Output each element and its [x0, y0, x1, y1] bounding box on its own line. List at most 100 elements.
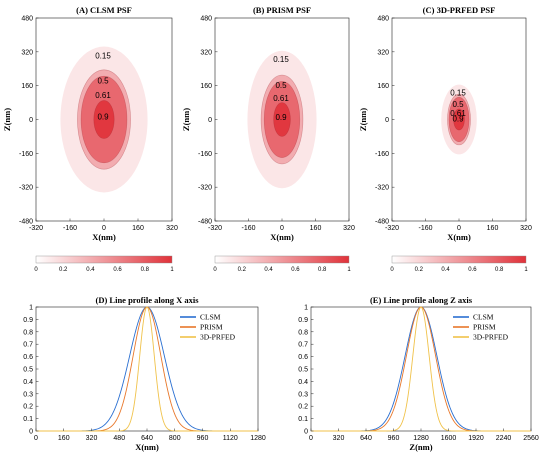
- y-axis-label: Z(nm): [2, 108, 12, 131]
- legend-label: PRISM: [200, 323, 223, 332]
- panel-title: (D) Line profile along X axis: [95, 295, 199, 305]
- x-axis-label: X(nm): [270, 232, 294, 242]
- y-tick-label: 160: [377, 83, 389, 90]
- y-tick-label: 1: [29, 305, 33, 312]
- contour-label: 0.15: [95, 51, 111, 60]
- colorbar-tick-label: 0.4: [264, 267, 273, 273]
- series-line-3d-prfed: [311, 306, 531, 432]
- x-tick-label: 640: [360, 435, 372, 442]
- psf-contour-0.9: [93, 100, 115, 139]
- contour-label: 0.5: [97, 77, 109, 86]
- y-axis-label: Z(nm): [358, 108, 368, 131]
- contour-label: 0.9: [452, 114, 464, 123]
- x-tick-label: 800: [169, 435, 181, 442]
- y-tick-label: 320: [200, 49, 212, 56]
- colorbar: [391, 255, 527, 264]
- x-tick-label: 0: [34, 435, 38, 442]
- y-tick-label: 160: [21, 83, 33, 90]
- x-tick-label: -160: [418, 225, 432, 232]
- colorbar-tick-label: 0.6: [291, 267, 300, 273]
- colorbar: [214, 255, 350, 264]
- x-axis-label: Z(nm): [409, 442, 432, 452]
- x-tick-label: 1280: [413, 435, 429, 442]
- colorbar-tick-label: 0.2: [59, 267, 68, 273]
- x-tick-label: -160: [241, 225, 255, 232]
- y-tick-label: 0.9: [298, 317, 308, 324]
- x-axis-label: X(nm): [447, 232, 471, 242]
- x-tick-label: 160: [58, 435, 70, 442]
- y-tick-label: 0: [208, 117, 212, 124]
- y-tick-label: 320: [21, 49, 33, 56]
- x-tick-label: 960: [388, 435, 400, 442]
- colorbar-tick-label: 0.4: [86, 267, 95, 273]
- plot-frame: [310, 306, 532, 432]
- x-axis-label: X(nm): [135, 442, 159, 452]
- x-tick-label: 1120: [223, 435, 238, 442]
- y-tick-label: -320: [198, 185, 212, 192]
- x-tick-label: 1920: [468, 435, 484, 442]
- x-tick-label: 160: [310, 225, 322, 232]
- y-tick-label: -160: [375, 151, 389, 158]
- y-tick-label: 0.3: [23, 391, 33, 398]
- contour-label: 0.61: [273, 94, 289, 103]
- x-tick-label: 160: [132, 225, 144, 232]
- colorbar-tick-label: 0: [34, 267, 38, 273]
- y-tick-label: 0.1: [298, 416, 308, 423]
- y-tick-label: 0.8: [23, 329, 33, 336]
- colorbar-tick-label: 0: [390, 267, 394, 273]
- y-tick-label: -320: [375, 185, 389, 192]
- contour-label: 0.5: [452, 100, 464, 109]
- series-line-prism: [36, 306, 258, 432]
- legend-label: PRISM: [473, 323, 496, 332]
- colorbar-tick-label: 1: [524, 267, 528, 273]
- x-tick-label: -160: [63, 225, 77, 232]
- colorbar: [35, 255, 173, 264]
- psf-panel-1: (A) CLSM PSF 0.15 0.5 0.61 0.9 -320 -160 0 160 32…: [2, 5, 178, 273]
- line-profile-panel-2: (E) Line profile along Z axis 0 320 640 960 1…: [298, 295, 539, 452]
- y-tick-label: 0.2: [23, 404, 33, 411]
- contour-label: 0.15: [273, 55, 289, 64]
- colorbar-tick-label: 1: [347, 267, 351, 273]
- x-tick-label: 1600: [441, 435, 457, 442]
- x-tick-label: -320: [29, 225, 43, 232]
- series-line-clsm: [36, 306, 258, 432]
- colorbar-tick-label: 0.6: [468, 267, 477, 273]
- series-line-clsm: [311, 306, 531, 432]
- plot-frame: [35, 306, 259, 432]
- y-tick-label: 0.8: [298, 329, 308, 336]
- colorbar-tick-label: 0.4: [441, 267, 450, 273]
- line-profile-panel-1: (D) Line profile along X axis 0 160 320 480 6…: [23, 295, 266, 452]
- legend-label: 3D-PRFED: [473, 333, 509, 342]
- panel-title: (A) CLSM PSF: [76, 5, 132, 15]
- x-tick-label: 0: [280, 225, 284, 232]
- x-tick-label: 320: [86, 435, 98, 442]
- colorbar-tick-label: 0.8: [318, 267, 327, 273]
- contour-label: 0.9: [97, 113, 109, 122]
- y-tick-label: 0: [385, 117, 389, 124]
- colorbar-tick-label: 0.8: [141, 267, 150, 273]
- x-tick-label: 0: [457, 225, 461, 232]
- y-tick-label: 0.9: [23, 317, 33, 324]
- contour-label: 0.61: [95, 91, 111, 100]
- y-tick-label: 0.3: [298, 391, 308, 398]
- x-tick-label: -320: [208, 225, 222, 232]
- psf-contour-0.9: [453, 108, 465, 131]
- contour-label: 0.15: [450, 88, 466, 97]
- y-tick-label: 1: [304, 305, 308, 312]
- y-tick-label: 480: [21, 16, 33, 23]
- x-tick-label: 0: [309, 435, 313, 442]
- panel-title: (B) PRISM PSF: [253, 5, 311, 15]
- x-axis-label: X(nm): [92, 232, 116, 242]
- y-tick-label: -480: [19, 219, 33, 226]
- contour-label: 0.5: [275, 81, 287, 90]
- y-tick-label: 0.4: [298, 379, 308, 386]
- y-tick-label: 0.7: [298, 342, 308, 349]
- y-tick-label: 480: [200, 16, 212, 23]
- legend-label: CLSM: [200, 313, 221, 322]
- colorbar-tick-label: 1: [170, 267, 174, 273]
- y-tick-label: -320: [19, 185, 33, 192]
- y-tick-label: 0.4: [23, 379, 33, 386]
